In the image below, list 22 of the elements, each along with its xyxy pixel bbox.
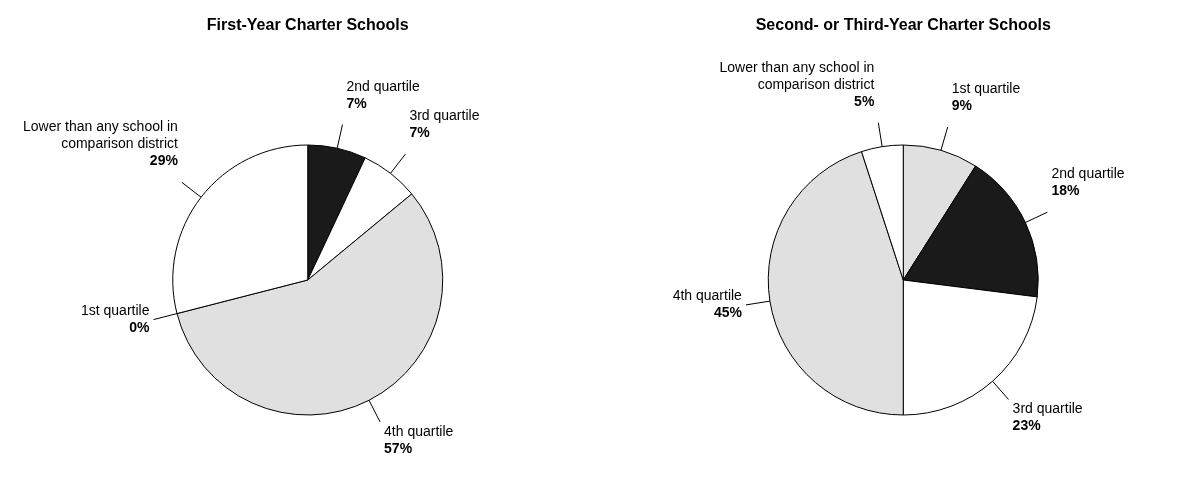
data-label: 7% (346, 94, 368, 111)
slice-label: 2nd quartile (1051, 165, 1125, 182)
data-label: 9% (951, 97, 973, 114)
data-label: 29% (149, 152, 179, 169)
data-label: 57% (384, 439, 413, 456)
slice-label: 4th quartile (384, 422, 454, 439)
data-label: 18% (1051, 182, 1080, 199)
text: 0% (129, 318, 150, 335)
chart-title: Second- or Third-Year Charter Schools (755, 16, 1051, 33)
slice-label: 3rd quartile (409, 107, 480, 124)
data-label: 7% (409, 124, 431, 141)
slice-label: 1st quartile (951, 80, 1021, 97)
data-label: 45% (713, 303, 743, 320)
slice-label: 3rd quartile (1012, 400, 1083, 417)
slice-label: 2nd quartile (346, 77, 420, 94)
chart-title: First-Year Charter Schools (206, 16, 409, 33)
data-label: 23% (1012, 417, 1042, 434)
slice-label: Lower than any school in comparison district (23, 118, 178, 152)
data-label: 5% (854, 92, 875, 109)
legend-label: 1st quartile (80, 301, 150, 318)
slice-label: 4th quartile (672, 286, 743, 303)
slice-label: Lower than any school in comparison district (719, 58, 875, 92)
